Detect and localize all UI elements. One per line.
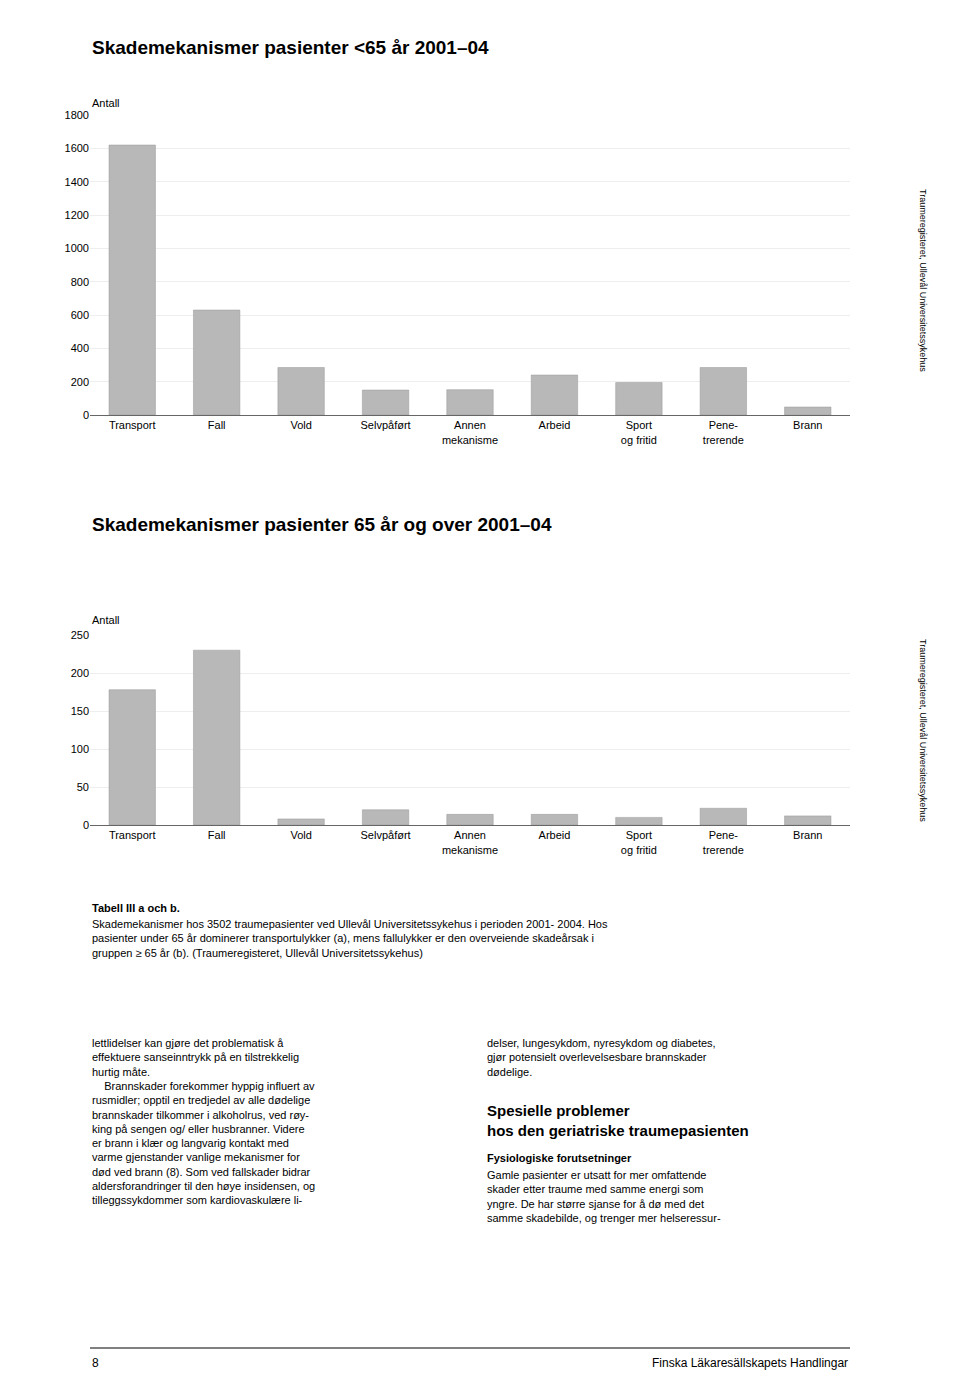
svg-text:Annenmekanisme: Annenmekanisme — [442, 829, 498, 855]
svg-text:600: 600 — [71, 309, 89, 321]
svg-text:Transport: Transport — [109, 419, 156, 431]
svg-text:Arbeid: Arbeid — [539, 419, 571, 431]
svg-text:Selvpåført: Selvpåført — [360, 829, 410, 841]
svg-text:Sportog fritid: Sportog fritid — [621, 829, 657, 855]
svg-text:Arbeid: Arbeid — [539, 829, 571, 841]
svg-text:Pene-trerende: Pene-trerende — [703, 829, 744, 855]
svg-text:Fall: Fall — [208, 829, 226, 841]
svg-text:Traumeregisteret, Ullevål Univ: Traumeregisteret, Ullevål Universitetssy… — [918, 189, 928, 372]
svg-text:150: 150 — [71, 705, 89, 717]
svg-text:1600: 1600 — [65, 142, 89, 154]
svg-text:Transport: Transport — [109, 829, 156, 841]
svg-text:Antall: Antall — [92, 97, 120, 109]
svg-text:Finska Läkaresällskapets Handl: Finska Läkaresällskapets Handlingar — [652, 1356, 848, 1370]
svg-text:Skademekanismer pasienter <65: Skademekanismer pasienter <65 år 2001–04 — [92, 37, 489, 58]
svg-text:Selvpåført: Selvpåført — [360, 419, 410, 431]
svg-text:Spesielle problemerhos den ger: Spesielle problemerhos den geriatriske t… — [487, 1102, 749, 1139]
svg-text:100: 100 — [71, 743, 89, 755]
svg-text:Traumeregisteret, Ullevål Univ: Traumeregisteret, Ullevål Universitetssy… — [918, 639, 928, 822]
svg-text:200: 200 — [71, 667, 89, 679]
svg-text:250: 250 — [71, 629, 89, 641]
svg-text:1200: 1200 — [65, 209, 89, 221]
svg-text:Pene-trerende: Pene-trerende — [703, 419, 744, 445]
svg-text:Antall: Antall — [92, 614, 120, 626]
svg-text:delser, lungesykdom, nyresykdo: delser, lungesykdom, nyresykdom og diabe… — [487, 1037, 716, 1078]
svg-text:0: 0 — [83, 819, 89, 831]
svg-text:Skademekanismer hos 3502 traum: Skademekanismer hos 3502 traumepasienter… — [92, 918, 608, 959]
svg-text:800: 800 — [71, 276, 89, 288]
svg-text:Skademekanismer pasienter 65 å: Skademekanismer pasienter 65 år og over … — [92, 514, 552, 535]
svg-text:Annenmekanisme: Annenmekanisme — [442, 419, 498, 445]
svg-text:50: 50 — [77, 781, 89, 793]
svg-text:Fall: Fall — [208, 419, 226, 431]
svg-text:Tabell III a och b.: Tabell III a och b. — [92, 902, 180, 914]
svg-text:Brann: Brann — [793, 829, 822, 841]
svg-text:1000: 1000 — [65, 242, 89, 254]
svg-text:Vold: Vold — [290, 419, 311, 431]
svg-text:400: 400 — [71, 342, 89, 354]
svg-text:1800: 1800 — [65, 109, 89, 121]
svg-text:Fysiologiske forutsetninger: Fysiologiske forutsetninger — [487, 1152, 632, 1164]
svg-text:1400: 1400 — [65, 176, 89, 188]
svg-text:Brann: Brann — [793, 419, 822, 431]
svg-text:0: 0 — [83, 409, 89, 421]
svg-text:200: 200 — [71, 376, 89, 388]
svg-text:Gamle pasienter er utsatt for: Gamle pasienter er utsatt for mer omfatt… — [487, 1169, 721, 1224]
svg-text:8: 8 — [92, 1356, 99, 1370]
svg-text:Sportog fritid: Sportog fritid — [621, 419, 657, 445]
svg-text:Vold: Vold — [290, 829, 311, 841]
svg-text:lettlidelser kan gjøre det pro: lettlidelser kan gjøre det problematisk … — [92, 1037, 315, 1206]
